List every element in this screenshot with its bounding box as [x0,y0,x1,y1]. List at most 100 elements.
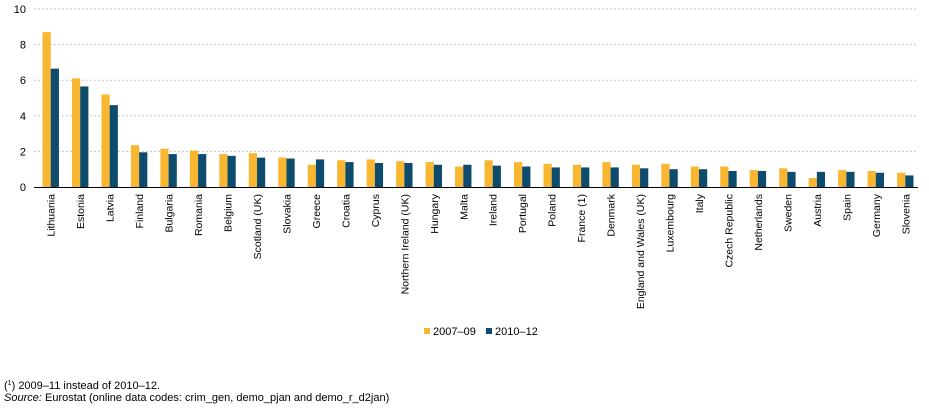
x-tick-label: Czech Republic [723,194,735,268]
x-tick-label: France (1) [576,194,588,242]
x-tick-label: Latvia [105,194,117,222]
x-tick-label: Denmark [606,193,618,236]
source-label: Source: [4,392,42,404]
bar-series2 [875,172,884,187]
bar-series2 [551,167,560,187]
bar-series2 [757,170,767,187]
bar-series2 [257,157,266,187]
x-tick-label: Croatia [340,194,352,228]
bar-series2 [610,167,619,187]
x-tick-label: England and Wales (UK) [635,194,647,309]
bar-series1 [455,166,464,187]
y-axis-ticks: 0 2 4 6 8 10 [14,4,26,194]
bar-series1 [219,154,228,187]
bar-series1 [189,150,199,187]
bar-series2 [374,162,384,187]
y-tick-label: 6 [20,75,26,87]
bar-series2 [669,169,678,187]
x-tick-label: Scotland (UK) [252,194,264,259]
x-tick-label: Ireland [488,194,500,226]
footnote-text: 2009–11 instead of 2010–12. [18,380,161,392]
bar-series1 [484,160,493,187]
x-tick-label: Slovakia [281,194,293,234]
legend-swatch [486,328,492,334]
x-tick-label: Bulgaria [164,194,176,233]
x-axis-labels: Lithuania Estonia Latvia Finland Bulgaria Rom… [46,193,913,309]
bar-series1 [160,148,169,187]
bar-series1 [631,164,641,187]
bar-series2 [699,169,708,187]
x-tick-label: Cyprus [370,194,382,227]
y-tick-label: 8 [20,40,26,52]
bar-series2 [728,170,737,187]
bar-series2 [463,164,472,187]
bars [42,32,914,187]
bar-series1 [72,78,81,187]
bar-series1 [690,166,699,187]
bar-series1 [248,153,257,187]
bar-series1 [543,163,552,187]
x-tick-label: Poland [547,194,559,227]
y-tick-label: 4 [20,111,26,123]
x-tick-label: Romania [193,194,205,236]
y-tick-label: 0 [20,182,26,194]
bar-series2 [109,105,118,187]
bar-series1 [838,170,847,187]
y-tick-label: 10 [14,4,26,16]
bar-series1 [101,94,110,187]
bar-series2 [905,175,914,187]
x-tick-label: Estonia [75,194,87,229]
bar-series1 [779,168,788,187]
x-tick-label: Slovenia [900,194,912,234]
legend-label: 2007–09 [433,326,476,338]
bar-series1 [396,161,405,187]
footnote: (1) 2009–11 instead of 2010–12. [4,380,161,392]
x-tick-label: Netherlands [753,194,765,251]
bar-series2 [168,154,177,187]
bar-series2 [787,171,796,187]
bar-series2 [846,171,855,187]
bar-series1 [307,164,316,187]
bar-series1 [130,145,140,187]
x-tick-label: Sweden [782,194,794,232]
source-note: Source: Eurostat (online data codes: cri… [4,392,389,404]
footnote-marker: 1 [7,380,12,387]
x-tick-label: Germany [871,193,883,237]
bar-series2 [492,165,501,187]
x-tick-label: Hungary [429,193,441,233]
x-tick-label: Northern Ireland (UK) [399,194,411,294]
x-tick-label: Malta [458,194,470,220]
x-tick-label: Italy [694,193,706,213]
legend: 2007–09 2010–12 [424,326,538,338]
bar-series2 [139,152,148,187]
y-tick-label: 2 [20,146,26,158]
bar-series2 [198,154,207,187]
bar-series2 [50,68,59,187]
bar-series2 [816,171,826,187]
x-tick-label: Spain [841,194,853,221]
bar-series1 [42,32,51,187]
x-tick-label: Austria [812,194,824,227]
bar-series1 [808,178,817,187]
bar-series1 [572,164,582,187]
bar-series2 [345,162,354,187]
bar-series1 [514,162,523,187]
bar-series1 [278,157,287,187]
bar-chart: 0 2 4 6 8 10 Lithuania Estonia Latvia Finland Bul… [14,4,918,338]
gridlines [34,8,918,152]
bar-series2 [522,166,531,187]
source-text: Eurostat (online data codes: crim_gen, d… [44,392,390,404]
bar-series2 [581,167,590,187]
x-tick-label: Finland [134,194,146,229]
bar-series1 [867,170,876,187]
bar-series1 [897,172,906,187]
x-tick-label: Lithuania [46,194,58,237]
bar-series1 [749,170,758,187]
bar-series1 [366,159,375,187]
legend-swatch [424,328,430,334]
bar-series1 [661,163,670,187]
x-tick-label: Greece [311,194,323,229]
x-tick-label: Belgium [223,194,235,232]
bar-series1 [720,166,729,187]
x-tick-label: Portugal [517,194,529,233]
